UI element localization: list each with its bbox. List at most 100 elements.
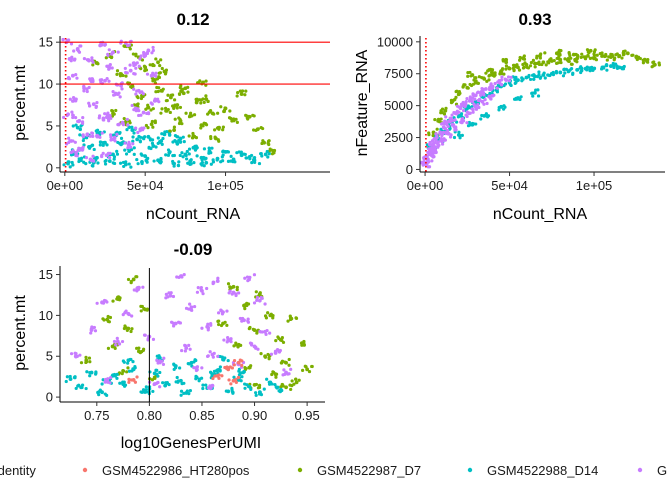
scatter-point-texture — [265, 377, 269, 381]
legend-entry: GSM4522987_D7 — [297, 463, 421, 478]
scatter-point — [257, 298, 262, 303]
x-tick-label: 1e+05 — [576, 178, 613, 193]
scatter-point-texture — [484, 71, 488, 75]
scatter-point — [487, 94, 492, 99]
scatter-point — [115, 297, 120, 301]
scatter-point — [75, 125, 80, 130]
scatter-point-texture — [228, 109, 232, 113]
scatter-point-texture — [103, 162, 108, 166]
scatter-point — [173, 321, 178, 326]
scatter-point-texture — [521, 62, 525, 67]
scatter-point-texture — [76, 384, 80, 388]
scatter-point-texture — [476, 98, 480, 103]
scatter-point — [146, 105, 151, 110]
scatter-point-texture — [201, 383, 205, 387]
scatter-point-texture — [112, 161, 117, 166]
scatter-point — [194, 100, 199, 105]
scatter-point-texture — [131, 360, 135, 364]
scatter-point-texture — [185, 149, 189, 154]
y-tick-label: 0 — [46, 390, 53, 405]
scatter-point-texture — [101, 378, 105, 382]
scatter-point — [617, 65, 622, 70]
scatter-point-texture — [529, 77, 533, 82]
scatter-point-texture — [172, 106, 176, 110]
scatter-point — [446, 131, 451, 136]
scatter-point-texture — [126, 366, 130, 370]
scatter-point-texture — [88, 360, 92, 364]
scatter-point-texture — [124, 70, 128, 75]
scatter-point — [236, 342, 241, 347]
scatter-point-texture — [203, 156, 207, 160]
legend-entries: GSM4522986_HT280pos GSM4522987_D7 GSM45229… — [82, 463, 667, 478]
scatter-point-texture — [151, 337, 156, 341]
scatter-point — [456, 133, 461, 137]
scatter-point-texture — [211, 158, 215, 162]
x-tick-label: 0.85 — [189, 408, 214, 423]
scatter-point-texture — [307, 369, 312, 374]
scatter-point — [284, 385, 288, 390]
scatter-point — [181, 91, 186, 96]
scatter-point — [507, 66, 512, 71]
scatter-point-texture — [569, 56, 573, 60]
scatter-point — [239, 92, 244, 97]
scatter-point-texture — [164, 153, 168, 157]
scatter-point — [247, 365, 252, 370]
scatter-point — [263, 329, 267, 334]
scatter-point-texture — [186, 90, 190, 94]
scatter-point-texture — [579, 55, 583, 60]
scatter-point-texture — [184, 306, 189, 310]
scatter-point-texture — [129, 165, 133, 169]
scatter-point-texture — [554, 69, 559, 74]
scatter-point — [162, 69, 167, 74]
scatter-point-texture — [177, 160, 181, 164]
scatter-point — [487, 68, 492, 72]
scatter-point — [482, 113, 487, 118]
scatter-point-texture — [569, 66, 574, 71]
scatter-point-texture — [73, 140, 77, 144]
scatter-point — [434, 135, 439, 140]
scatter-point-texture — [497, 108, 501, 112]
scatter-point-texture — [168, 129, 172, 133]
scatter-point — [95, 61, 99, 66]
scatter-point-texture — [258, 329, 262, 334]
scatter-point-texture — [94, 371, 98, 375]
scatter-point-texture — [475, 91, 480, 95]
scatter-point-texture — [235, 285, 239, 289]
scatter-point-texture — [95, 128, 100, 132]
scatter-point — [436, 117, 441, 122]
scatter-point — [188, 159, 193, 164]
scatter-point-texture — [150, 119, 154, 124]
scatter-point — [516, 78, 520, 83]
scatter-point — [140, 160, 144, 164]
scatter-point-texture — [74, 72, 78, 77]
scatter-point-texture — [244, 367, 248, 371]
scatter-point-texture — [67, 136, 71, 140]
scatter-point-texture — [222, 109, 226, 114]
scatter-point — [191, 134, 196, 138]
scatter-point-texture — [144, 158, 148, 163]
scatter-point-texture — [71, 115, 75, 120]
scatter-point-texture — [513, 81, 517, 85]
scatter-point-texture — [585, 48, 590, 52]
scatter-point-texture — [217, 319, 221, 323]
scatter-point-texture — [160, 66, 164, 71]
scatter-point-texture — [202, 147, 207, 151]
scatter-point — [127, 142, 132, 147]
scatter-point-texture — [103, 112, 107, 116]
scatter-point-texture — [145, 72, 150, 76]
scatter-point-texture — [230, 366, 234, 370]
scatter-point-texture — [176, 163, 180, 167]
scatter-point-texture — [252, 128, 256, 132]
scatter-point — [278, 338, 283, 342]
scatter-point-texture — [266, 141, 270, 145]
scatter-point — [70, 73, 75, 78]
scatter-point-texture — [127, 380, 131, 384]
scatter-point-texture — [181, 155, 185, 159]
scatter-point — [473, 105, 478, 109]
scatter-point — [497, 80, 502, 85]
scatter-point-texture — [244, 89, 248, 93]
scatter-point-texture — [168, 110, 172, 115]
scatter-point-texture — [137, 113, 141, 118]
scatter-point-texture — [82, 56, 87, 61]
